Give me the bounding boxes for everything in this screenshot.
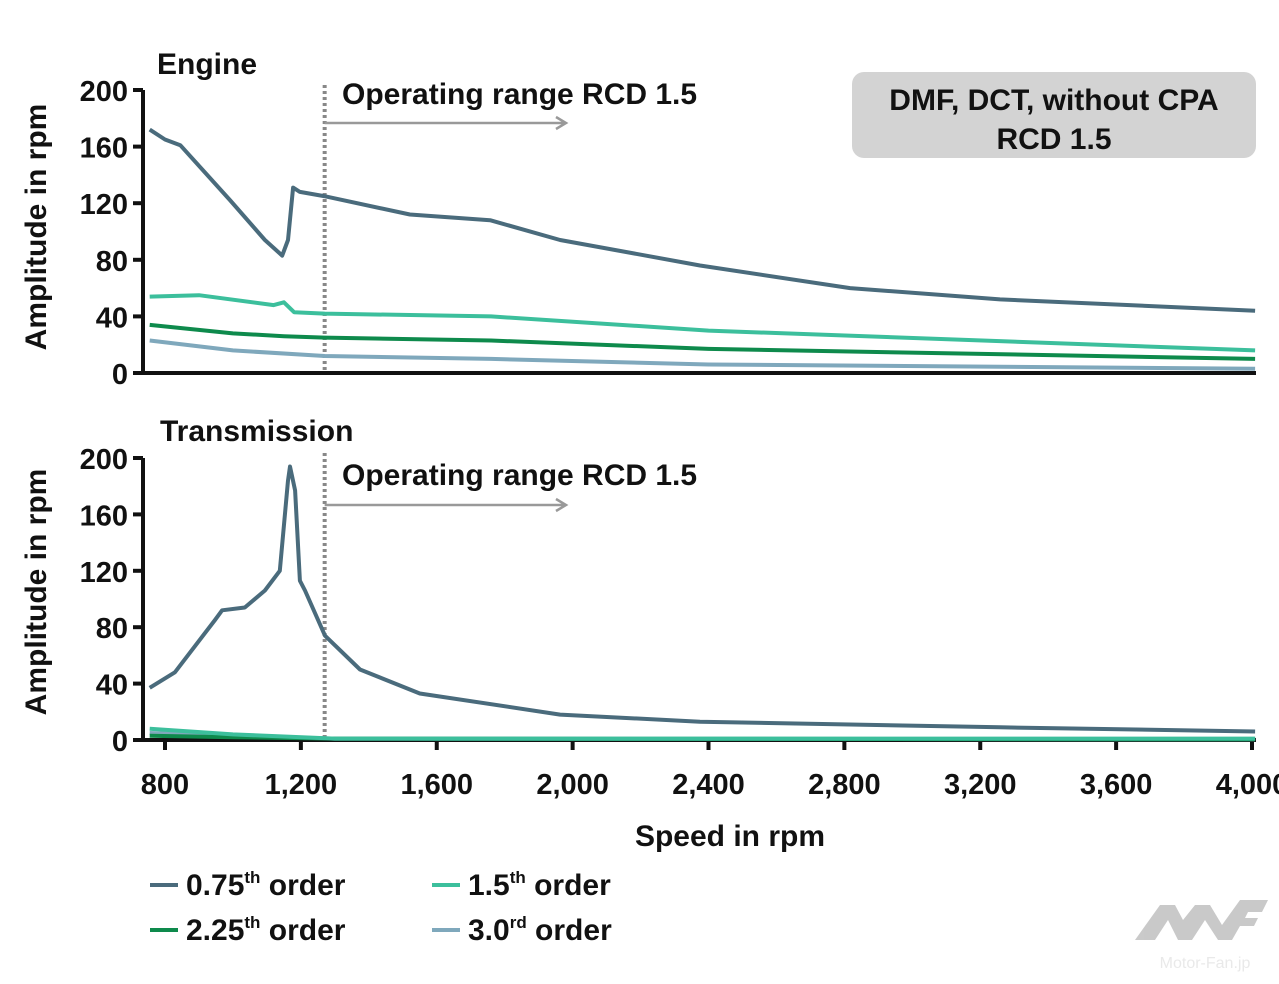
legend-label: 3.0rd order [468,913,612,947]
y-tick-label: 40 [96,302,128,334]
y-tick-label: 0 [112,359,128,391]
y-tick-label: 80 [96,246,128,278]
x-axis-label: Speed in rpm [635,820,825,853]
legend-item: 0.75th order [150,868,346,902]
y-tick-label: 200 [80,76,128,108]
watermark-text: Motor-Fan.jp [1160,955,1251,972]
x-tick-label: 2,400 [672,769,745,801]
legend-item: 1.5th order [432,868,611,902]
transmission-ylabel: Amplitude in rpm [20,469,53,716]
config-box-line1: DMF, DCT, without CPA [889,84,1218,117]
series-line-3-0rd-order [149,338,1256,371]
x-tick-label: 3,600 [1080,769,1153,801]
x-tick-label: 4,000 [1216,769,1279,801]
config-box-line2: RCD 1.5 [996,123,1111,156]
x-tick-label: 1,600 [400,769,473,801]
y-tick-label: 160 [80,500,128,532]
y-tick-label: 40 [96,670,128,702]
legend-label: 0.75th order [186,868,346,902]
legend-item: 2.25th order [150,913,346,947]
legend-label: 1.5th order [468,868,611,902]
series-line-0-75th-order [148,464,1256,734]
x-tick-label: 800 [141,769,189,801]
series-line-1-5th-order [149,726,1256,741]
operating-range-arrow [324,115,569,131]
legend-label: 2.25th order [186,913,346,947]
operating-range-arrow [324,497,569,513]
legend: 0.75th order 1.5th order 2.25th order 3.0rd… [150,868,612,947]
engine-annotation: Operating range RCD 1.5 [342,78,697,111]
engine-title: Engine [157,48,257,81]
series-line-1-5th-order [149,293,1256,353]
motor-fan-logo: Motor-Fan.jp [1135,900,1268,972]
config-box: DMF, DCT, without CPA RCD 1.5 [852,72,1256,158]
x-tick-label: 2,000 [536,769,609,801]
y-tick-label: 120 [80,189,128,221]
engine-ylabel: Amplitude in rpm [20,104,53,351]
y-tick-label: 200 [80,444,128,476]
panel-engine: 0 40 80 120 160 200 [80,76,1256,391]
y-tick-label: 120 [80,557,128,589]
panel-transmission: 0 40 80 120 160 200 800 1,200 1,600 2,000 2,400 2,8… [80,444,1279,801]
y-tick-label: 160 [80,133,128,165]
y-tick-label: 80 [96,613,128,645]
legend-item: 3.0rd order [432,913,612,947]
series-line-2-25th-order [149,322,1256,361]
x-tick-label: 3,200 [944,769,1017,801]
x-tick-label: 2,800 [808,769,881,801]
y-tick-label: 0 [112,726,128,758]
series-line-0-75th-order [148,127,1256,313]
transmission-title: Transmission [160,415,353,448]
transmission-annotation: Operating range RCD 1.5 [342,459,697,492]
x-tick-label: 1,200 [265,769,338,801]
